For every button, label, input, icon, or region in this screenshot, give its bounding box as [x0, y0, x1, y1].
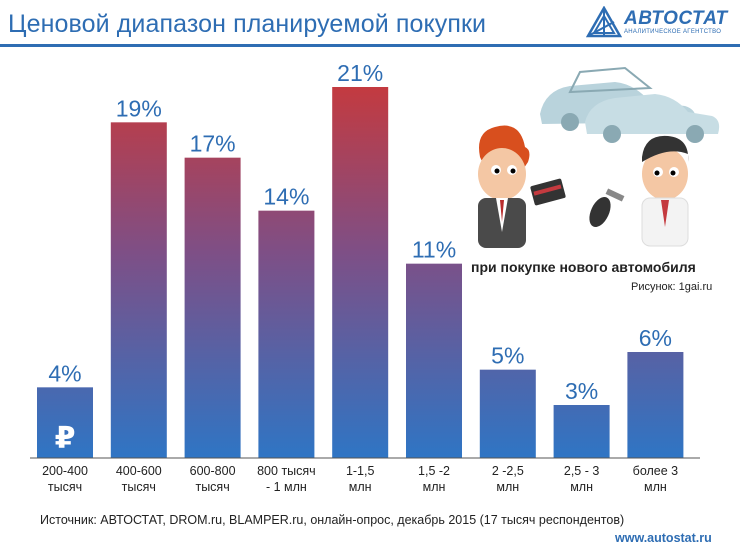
x-tick-label: тысяч [48, 480, 82, 494]
autostat-logo-icon [586, 6, 622, 38]
bar-value-label: 17% [190, 131, 236, 157]
x-tick-label: - 1 млн [266, 480, 307, 494]
illustration [478, 66, 720, 248]
bar [406, 263, 462, 458]
bar [37, 387, 93, 458]
ruble-icon: ₽ [55, 421, 76, 456]
x-tick-label: 2,5 - 3 [564, 464, 599, 478]
bar-value-label: 21% [337, 60, 383, 86]
x-tick-label: 200-400 [42, 464, 88, 478]
autostat-logo: АВТОСТАТ АНАЛИТИЧЕСКОЕ АГЕНТСТВО [586, 4, 736, 44]
bar-value-label: 14% [263, 184, 309, 210]
bar [110, 122, 167, 458]
x-tick-label: 1,5 -2 [418, 464, 450, 478]
bar [258, 210, 315, 458]
x-tick-label: тысяч [195, 480, 229, 494]
illustration-caption: при покупке нового автомобиля [471, 259, 696, 275]
bar-value-label: 6% [639, 325, 672, 351]
site-url[interactable]: www.autostat.ru [615, 531, 712, 545]
source-note: Источник: АВТОСТАТ, DROM.ru, BLAMPER.ru,… [40, 513, 625, 527]
x-tick-label: млн [570, 480, 593, 494]
bar-value-label: 4% [48, 360, 81, 386]
bar-value-label: 11% [412, 237, 456, 263]
x-tick-label: 400-600 [116, 464, 162, 478]
bar [184, 157, 241, 458]
x-tick-label: млн [349, 480, 372, 494]
bar-value-label: 3% [565, 378, 598, 404]
x-tick-label: 600-800 [190, 464, 236, 478]
x-tick-label: 800 тысяч [257, 464, 316, 478]
buyer-figure [478, 125, 530, 248]
bar-value-label: 5% [491, 343, 524, 369]
logo-name: АВТОСТАТ [624, 8, 728, 29]
x-tick-label: млн [423, 480, 446, 494]
title-divider [0, 44, 740, 47]
x-tick-label: млн [496, 480, 519, 494]
x-tick-label: тысяч [122, 480, 156, 494]
card-icon [530, 178, 566, 206]
x-tick-label: 1-1,5 [346, 464, 375, 478]
bar [332, 87, 389, 458]
chart-title: Ценовой диапазон планируемой покупки [8, 10, 487, 38]
x-tick-label: 2 -2,5 [492, 464, 524, 478]
bar [627, 352, 684, 458]
logo-tagline: АНАЛИТИЧЕСКОЕ АГЕНТСТВО [624, 29, 722, 35]
car-key-icon [589, 188, 625, 227]
bar [479, 369, 536, 458]
x-tick-label: млн [644, 480, 667, 494]
car-icon [585, 94, 720, 143]
x-tick-label: более 3 [633, 464, 679, 478]
seller-figure [641, 135, 689, 247]
illustration-credit: Рисунок: 1gai.ru [631, 281, 713, 293]
bar-value-label: 19% [116, 95, 162, 121]
bar [553, 405, 610, 458]
